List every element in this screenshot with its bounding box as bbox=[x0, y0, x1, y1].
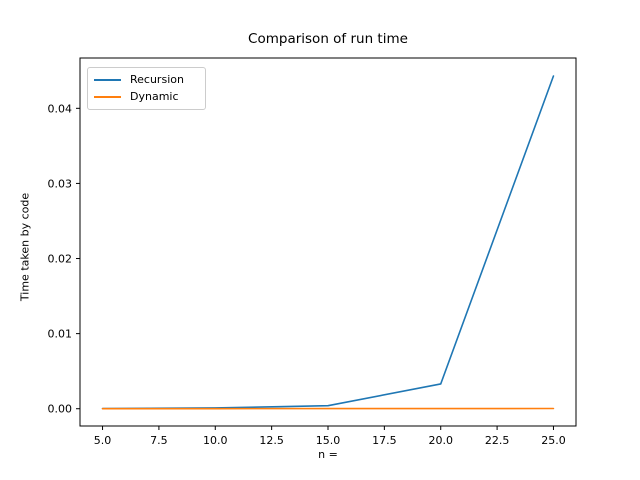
legend: Recursion Dynamic bbox=[87, 67, 206, 110]
legend-line-swatch-recursion bbox=[94, 79, 121, 82]
x-axis-label: n = bbox=[318, 448, 338, 461]
legend-label-recursion: Recursion bbox=[130, 73, 184, 87]
x-tick-label: 22.5 bbox=[485, 434, 510, 447]
x-tick-label: 20.0 bbox=[428, 434, 453, 447]
y-tick-label: 0.03 bbox=[48, 177, 73, 190]
x-tick-label: 17.5 bbox=[372, 434, 397, 447]
chart-title: Comparison of run time bbox=[248, 31, 408, 47]
legend-label-dynamic: Dynamic bbox=[130, 89, 179, 103]
legend-item-recursion: Recursion bbox=[94, 72, 197, 88]
x-tick-label: 10.0 bbox=[203, 434, 228, 447]
series-line-recursion bbox=[101, 75, 555, 410]
x-tick-label: 5.0 bbox=[94, 434, 112, 447]
y-tick-label: 0.02 bbox=[48, 253, 73, 266]
x-tick-label: 12.5 bbox=[259, 434, 284, 447]
legend-item-dynamic: Dynamic bbox=[94, 89, 197, 105]
x-tick-label: 7.5 bbox=[150, 434, 168, 447]
x-tick-label: 25.0 bbox=[541, 434, 566, 447]
y-tick-label: 0.04 bbox=[48, 102, 73, 115]
axes-frame bbox=[79, 57, 577, 427]
y-tick-label: 0.00 bbox=[48, 403, 73, 416]
legend-line-swatch-dynamic bbox=[94, 95, 121, 98]
x-tick-label: 15.0 bbox=[316, 434, 341, 447]
y-tick-label: 0.01 bbox=[48, 328, 73, 341]
